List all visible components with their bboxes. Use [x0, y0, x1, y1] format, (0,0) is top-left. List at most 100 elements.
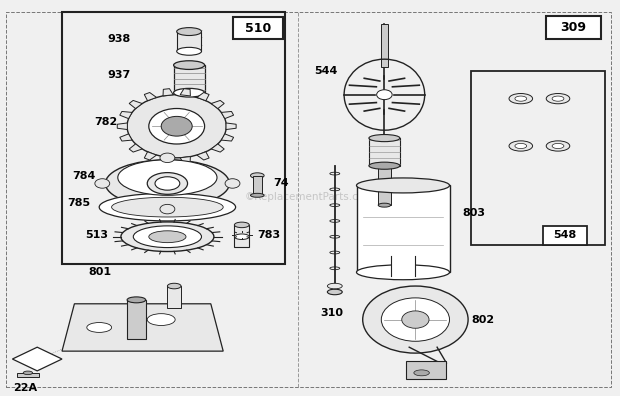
- Ellipse shape: [378, 203, 391, 207]
- Ellipse shape: [234, 234, 249, 240]
- Polygon shape: [221, 111, 234, 119]
- Circle shape: [95, 179, 110, 188]
- Ellipse shape: [369, 135, 400, 142]
- Polygon shape: [129, 101, 142, 109]
- Ellipse shape: [127, 297, 146, 303]
- Ellipse shape: [250, 173, 264, 178]
- Bar: [391, 255, 415, 276]
- Text: 544: 544: [314, 66, 338, 76]
- Text: 22A: 22A: [13, 383, 37, 394]
- Bar: [17, 373, 39, 377]
- Ellipse shape: [515, 96, 526, 101]
- Ellipse shape: [509, 93, 533, 104]
- Ellipse shape: [509, 141, 533, 151]
- Ellipse shape: [546, 141, 570, 151]
- Bar: [378, 166, 391, 205]
- Polygon shape: [129, 144, 142, 152]
- Text: 548: 548: [553, 230, 577, 240]
- Bar: [356, 185, 450, 272]
- Text: 513: 513: [86, 230, 108, 240]
- Circle shape: [363, 286, 468, 353]
- Text: ©ReplacementParts.com: ©ReplacementParts.com: [245, 192, 375, 202]
- Circle shape: [225, 179, 240, 188]
- Polygon shape: [144, 93, 156, 101]
- Polygon shape: [163, 89, 173, 96]
- Ellipse shape: [87, 322, 112, 332]
- Ellipse shape: [121, 222, 214, 251]
- Bar: [253, 175, 262, 195]
- Text: 782: 782: [94, 117, 118, 127]
- Bar: [234, 225, 249, 247]
- Polygon shape: [117, 123, 127, 129]
- Polygon shape: [197, 93, 209, 101]
- Bar: [127, 300, 146, 339]
- Circle shape: [160, 153, 175, 162]
- Polygon shape: [221, 134, 234, 141]
- Ellipse shape: [552, 96, 564, 101]
- Bar: [369, 138, 400, 166]
- Ellipse shape: [356, 178, 450, 193]
- Circle shape: [127, 95, 226, 158]
- Bar: [381, 24, 388, 67]
- Bar: [406, 361, 446, 379]
- Ellipse shape: [234, 222, 249, 228]
- Ellipse shape: [24, 371, 32, 375]
- Text: 801: 801: [89, 267, 112, 277]
- Text: 309: 309: [560, 21, 587, 34]
- Text: 802: 802: [471, 314, 494, 325]
- Text: 510: 510: [245, 21, 271, 34]
- Ellipse shape: [356, 265, 450, 280]
- Text: 784: 784: [73, 171, 96, 181]
- Ellipse shape: [155, 177, 180, 190]
- Ellipse shape: [250, 193, 264, 197]
- Ellipse shape: [546, 93, 570, 104]
- Text: 310: 310: [320, 308, 343, 318]
- Ellipse shape: [99, 193, 236, 221]
- Text: 783: 783: [257, 230, 280, 240]
- Ellipse shape: [177, 48, 202, 55]
- Ellipse shape: [515, 143, 526, 148]
- Bar: [232, 17, 283, 40]
- Circle shape: [161, 116, 192, 136]
- Ellipse shape: [112, 197, 223, 217]
- Bar: [546, 16, 601, 40]
- Polygon shape: [120, 111, 132, 119]
- Polygon shape: [144, 152, 156, 160]
- Ellipse shape: [149, 231, 186, 243]
- Ellipse shape: [174, 61, 205, 69]
- Text: 785: 785: [67, 198, 90, 208]
- Circle shape: [402, 311, 429, 328]
- Ellipse shape: [174, 88, 205, 97]
- Text: 937: 937: [107, 70, 130, 80]
- Polygon shape: [211, 101, 224, 109]
- Bar: [167, 286, 181, 308]
- Ellipse shape: [177, 28, 202, 36]
- Polygon shape: [180, 89, 190, 96]
- Circle shape: [149, 109, 205, 144]
- Bar: [174, 65, 205, 93]
- Polygon shape: [62, 304, 223, 351]
- Ellipse shape: [369, 162, 400, 169]
- Polygon shape: [120, 134, 132, 141]
- Text: 803: 803: [462, 208, 485, 218]
- Circle shape: [381, 298, 450, 341]
- Bar: [542, 226, 587, 245]
- Ellipse shape: [327, 289, 342, 295]
- Ellipse shape: [327, 283, 342, 289]
- Ellipse shape: [133, 226, 202, 248]
- Ellipse shape: [167, 283, 181, 289]
- Bar: [177, 32, 202, 51]
- Ellipse shape: [148, 314, 175, 326]
- Polygon shape: [12, 347, 62, 371]
- Text: 74: 74: [273, 179, 288, 188]
- Ellipse shape: [105, 160, 229, 207]
- Ellipse shape: [552, 143, 564, 148]
- Ellipse shape: [414, 370, 429, 376]
- Ellipse shape: [118, 160, 217, 195]
- Ellipse shape: [376, 90, 392, 100]
- Ellipse shape: [148, 173, 187, 194]
- Polygon shape: [197, 152, 209, 160]
- Polygon shape: [163, 156, 173, 164]
- Circle shape: [160, 204, 175, 214]
- Polygon shape: [226, 123, 236, 129]
